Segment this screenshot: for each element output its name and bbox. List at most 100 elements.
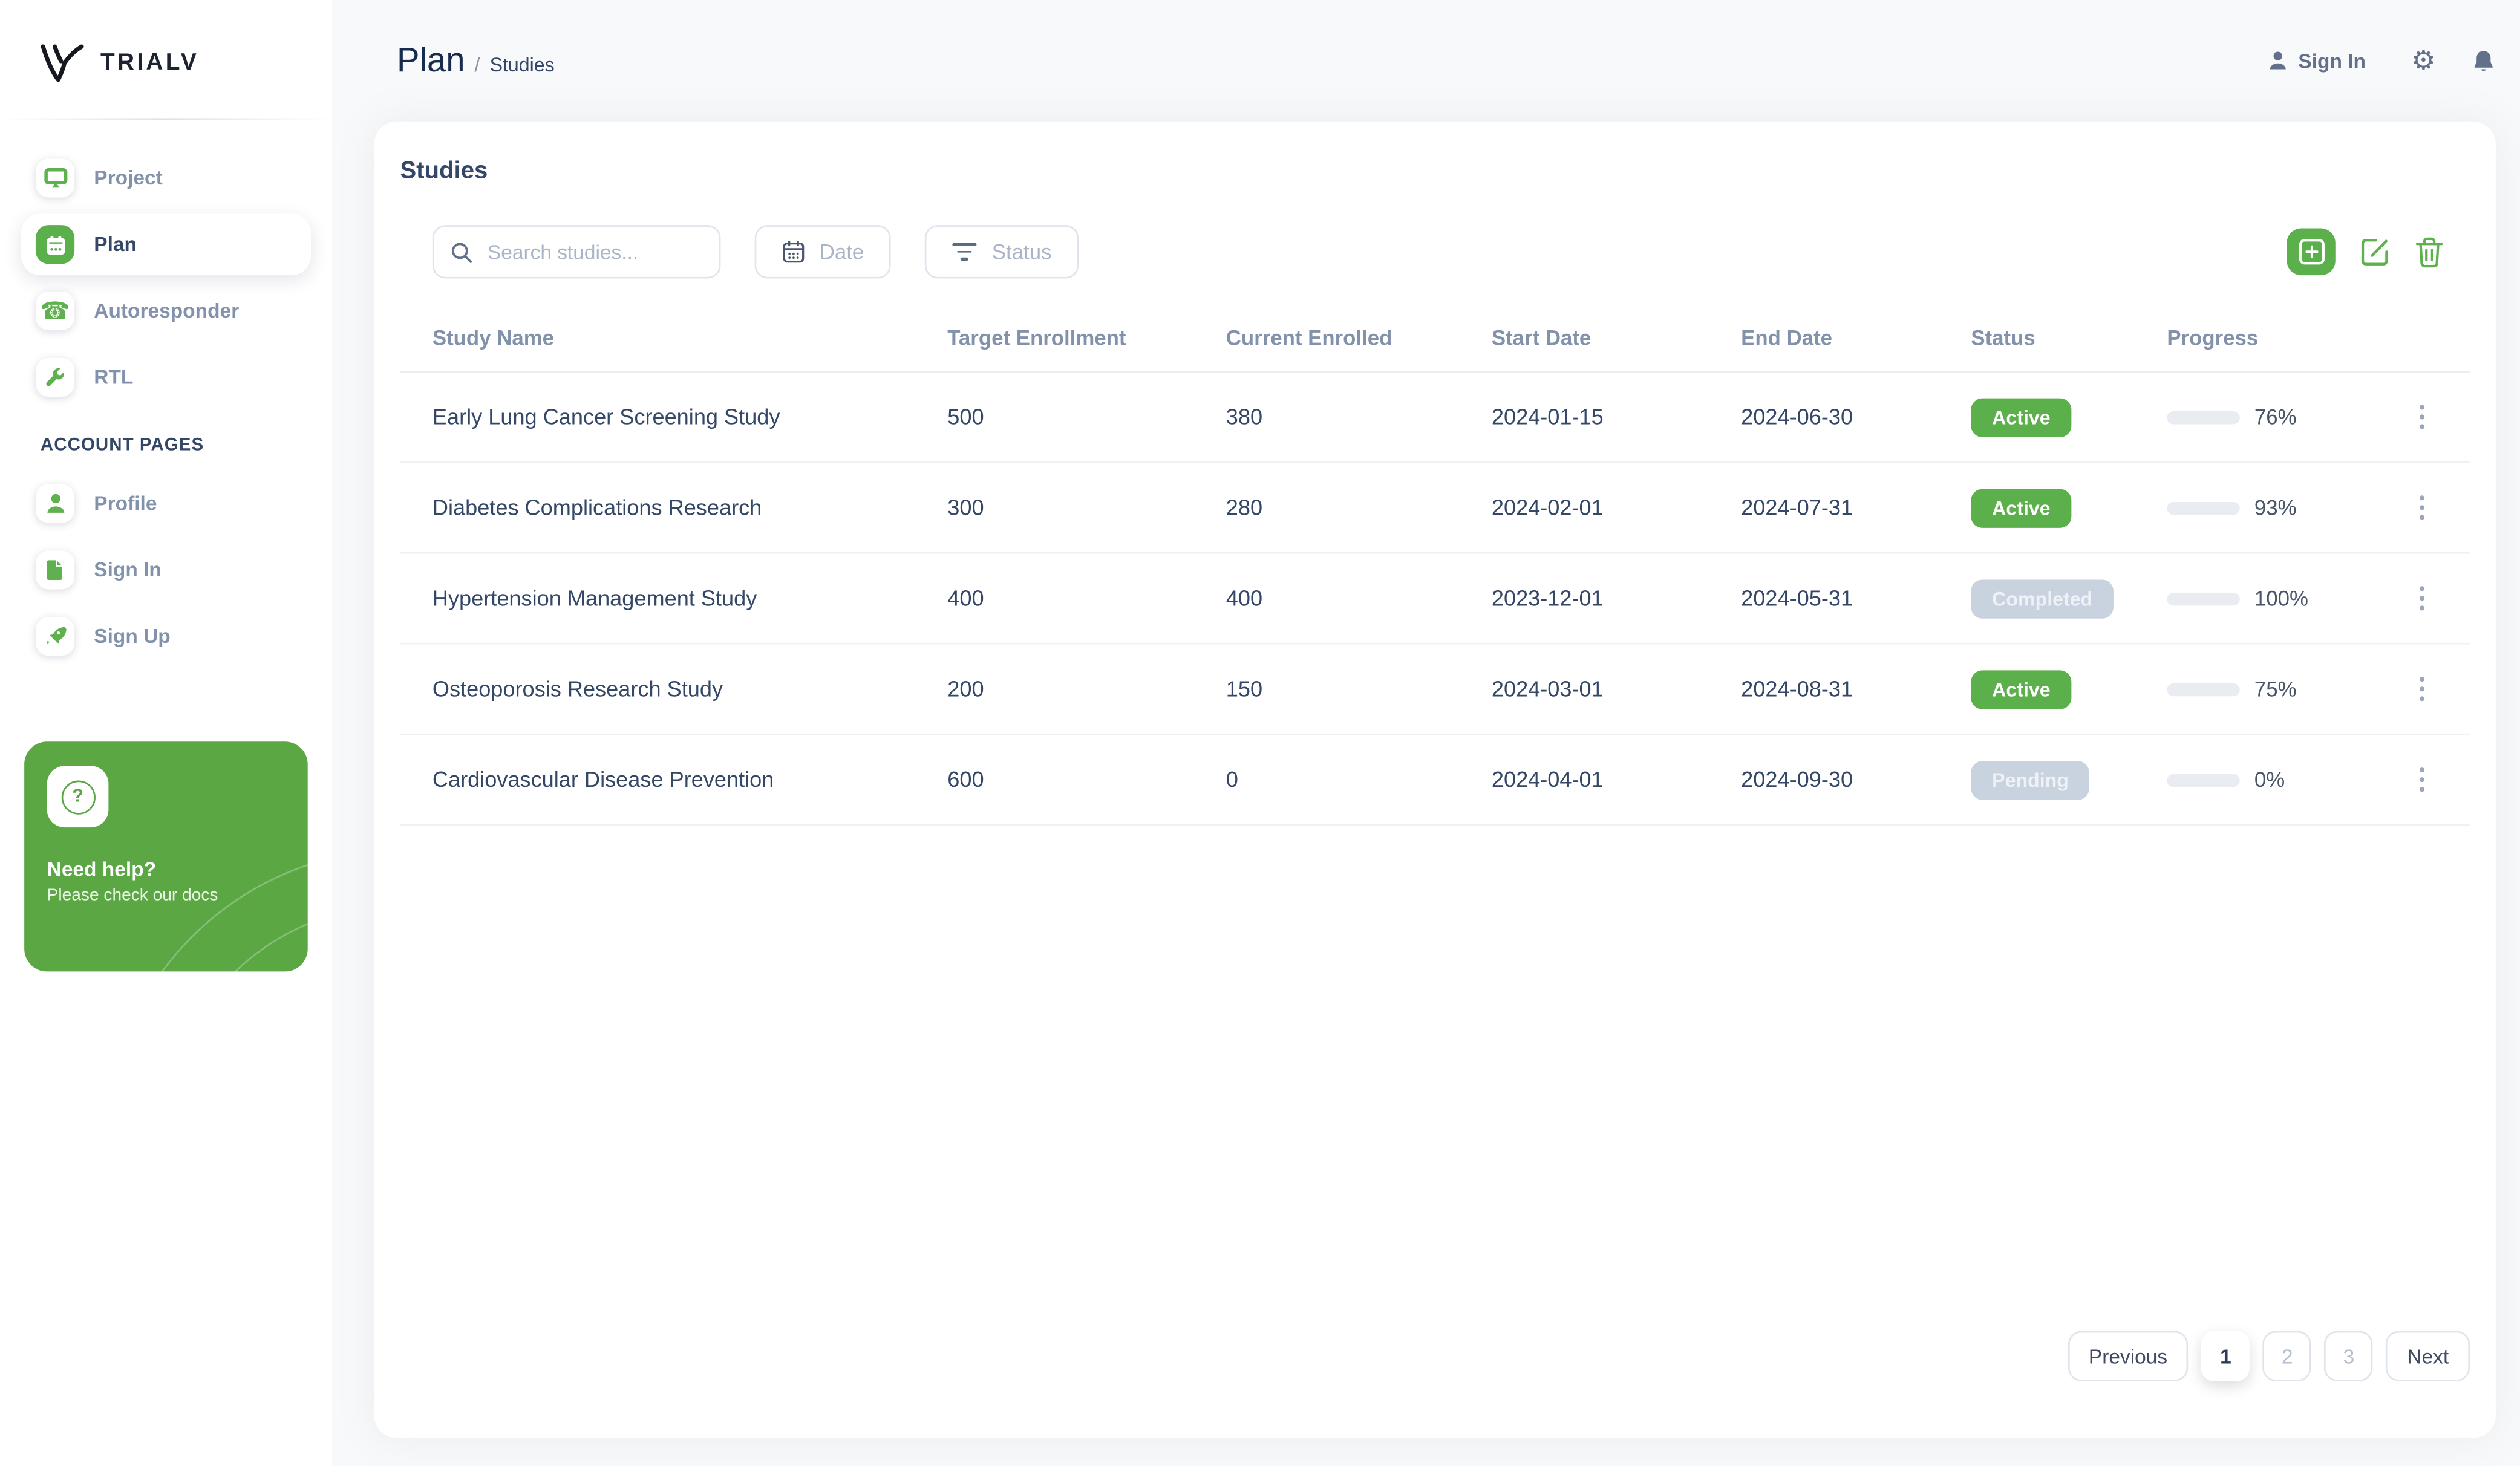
filter-bar: Date Status bbox=[432, 225, 2470, 279]
sidebar-nav: Project Plan ☎ bbox=[0, 120, 332, 667]
notifications-bell-icon[interactable] bbox=[2472, 48, 2496, 74]
edit-study-button[interactable] bbox=[2360, 236, 2391, 267]
study-name: Early Lung Cancer Screening Study bbox=[432, 405, 780, 429]
column-header: Target Enrollment bbox=[947, 324, 1126, 349]
end-date: 2024-09-30 bbox=[1741, 767, 1853, 792]
end-date: 2024-07-31 bbox=[1741, 495, 1853, 520]
plus-square-icon bbox=[2297, 238, 2325, 266]
sidebar-item-project[interactable]: Project bbox=[21, 148, 311, 209]
sign-in-button[interactable]: Sign In bbox=[2257, 48, 2375, 74]
progress: 75% bbox=[2167, 677, 2374, 701]
target-enrollment: 200 bbox=[947, 677, 984, 702]
edit-pencil-icon bbox=[2360, 236, 2391, 267]
start-date: 2024-02-01 bbox=[1491, 495, 1604, 520]
main-content: Plan / Studies Sign In ⚙ bbox=[332, 0, 2520, 1466]
rocket-icon bbox=[35, 617, 75, 656]
row-menu-kebab-icon[interactable] bbox=[2374, 486, 2470, 530]
brand-logo-icon bbox=[39, 42, 86, 85]
sidebar-item-sign-in[interactable]: Sign In bbox=[21, 539, 311, 601]
previous-page-button[interactable]: Previous bbox=[2068, 1331, 2189, 1381]
current-enrolled: 150 bbox=[1226, 677, 1263, 702]
study-name: Diabetes Complications Research bbox=[432, 495, 762, 520]
breadcrumb-separator: / bbox=[474, 53, 480, 76]
help-title: Need help? bbox=[47, 858, 157, 881]
document-icon bbox=[35, 550, 75, 590]
breadcrumb-root[interactable]: Plan bbox=[396, 41, 465, 79]
search-input[interactable] bbox=[484, 238, 703, 265]
row-menu-kebab-icon[interactable] bbox=[2374, 576, 2470, 621]
settings-gear-icon[interactable]: ⚙ bbox=[2411, 45, 2436, 76]
delete-study-button[interactable] bbox=[2415, 236, 2444, 269]
study-name: Osteoporosis Research Study bbox=[432, 677, 723, 702]
column-header: Current Enrolled bbox=[1226, 324, 1392, 349]
start-date: 2023-12-01 bbox=[1491, 586, 1604, 611]
date-filter-button[interactable]: Date bbox=[754, 225, 892, 279]
progress-track bbox=[2167, 682, 2240, 696]
status-filter-button[interactable]: Status bbox=[925, 225, 1080, 279]
status-badge: Active bbox=[1971, 488, 2072, 527]
page-button-1[interactable]: 1 bbox=[2201, 1331, 2250, 1381]
sidebar-item-rtl[interactable]: RTL bbox=[21, 347, 311, 408]
sidebar-item-label: RTL bbox=[94, 366, 134, 389]
table-row: Diabetes Complications Research 300 280 … bbox=[400, 463, 2470, 554]
table-row: Early Lung Cancer Screening Study 500 38… bbox=[400, 373, 2470, 463]
row-menu-kebab-icon[interactable] bbox=[2374, 395, 2470, 439]
row-menu-kebab-icon[interactable] bbox=[2374, 667, 2470, 711]
sidebar-item-label: Plan bbox=[94, 233, 137, 256]
progress: 93% bbox=[2167, 495, 2374, 520]
calendar-icon bbox=[35, 225, 75, 264]
date-filter-label: Date bbox=[819, 239, 864, 264]
sidebar-divider bbox=[0, 118, 332, 120]
breadcrumb-current: Studies bbox=[489, 53, 555, 76]
current-enrolled: 400 bbox=[1226, 586, 1263, 611]
sidebar-item-autoresponder[interactable]: ☎ Autoresponder bbox=[21, 280, 311, 342]
search-field bbox=[432, 225, 721, 279]
table-header-row: Study Name Target Enrollment Current Enr… bbox=[400, 303, 2470, 373]
sidebar-item-label: Sign In bbox=[94, 558, 162, 582]
row-menu-kebab-icon[interactable] bbox=[2374, 758, 2470, 802]
person-icon bbox=[35, 484, 75, 523]
table-actions bbox=[2287, 228, 2444, 276]
status-badge: Completed bbox=[1971, 579, 2114, 618]
column-header: Status bbox=[1971, 324, 2035, 349]
card-title: Studies bbox=[400, 157, 488, 185]
progress-label: 76% bbox=[2254, 405, 2297, 429]
end-date: 2024-05-31 bbox=[1741, 586, 1853, 611]
sidebar-item-label: Profile bbox=[94, 492, 157, 515]
phone-icon: ☎ bbox=[35, 291, 75, 331]
question-icon: ? bbox=[47, 766, 109, 828]
add-study-button[interactable] bbox=[2287, 228, 2336, 276]
progress-track bbox=[2167, 773, 2240, 786]
sidebar-item-plan[interactable]: Plan bbox=[21, 213, 312, 276]
pagination: Previous 1 2 3 Next bbox=[2068, 1331, 2470, 1381]
target-enrollment: 400 bbox=[947, 586, 984, 611]
topbar-actions: Sign In ⚙ bbox=[2257, 45, 2496, 76]
progress-label: 0% bbox=[2254, 767, 2285, 792]
sidebar-section-label: ACCOUNT PAGES bbox=[40, 435, 204, 455]
target-enrollment: 600 bbox=[947, 767, 984, 792]
column-header: Progress bbox=[2167, 324, 2259, 349]
calendar-icon bbox=[782, 239, 805, 264]
sidebar-item-sign-up[interactable]: Sign Up bbox=[21, 605, 311, 667]
column-header: End Date bbox=[1741, 324, 1833, 349]
brand-link[interactable]: TRIALV bbox=[0, 0, 332, 84]
progress: 100% bbox=[2167, 586, 2374, 610]
start-date: 2024-03-01 bbox=[1491, 677, 1604, 702]
sidebar-item-profile[interactable]: Profile bbox=[21, 473, 311, 535]
progress-track bbox=[2167, 501, 2240, 515]
end-date: 2024-06-30 bbox=[1741, 405, 1853, 429]
monitor-icon bbox=[35, 158, 75, 198]
next-page-button[interactable]: Next bbox=[2386, 1331, 2470, 1381]
end-date: 2024-08-31 bbox=[1741, 677, 1853, 702]
page-button-2[interactable]: 2 bbox=[2263, 1331, 2312, 1381]
column-header: Study Name bbox=[432, 324, 555, 349]
help-card[interactable]: ? Need help? Please check our docs bbox=[24, 741, 308, 972]
page-button-3[interactable]: 3 bbox=[2324, 1331, 2374, 1381]
study-name: Cardiovascular Disease Prevention bbox=[432, 767, 774, 792]
progress-label: 93% bbox=[2254, 495, 2297, 520]
help-subtitle: Please check our docs bbox=[47, 885, 218, 905]
brand-name: TRIALV bbox=[100, 50, 200, 76]
progress-track bbox=[2167, 591, 2240, 605]
filter-lines-icon bbox=[953, 243, 978, 261]
